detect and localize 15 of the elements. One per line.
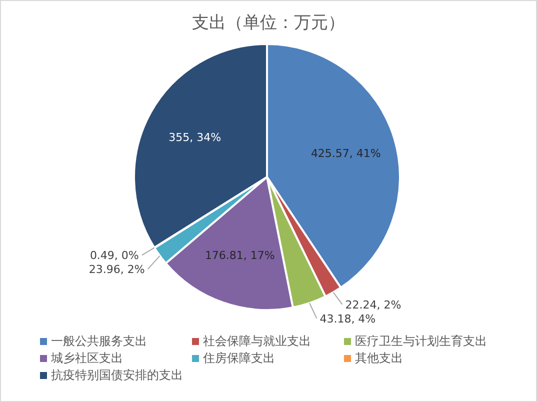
legend-label: 住房保障支出 (202, 351, 275, 365)
data-label: 23.96, 2% (88, 263, 145, 276)
data-label: 43.18, 4% (320, 312, 376, 326)
data-label: 0.49, 0% (90, 249, 139, 262)
legend-label: 一般公共服务支出 (51, 334, 147, 348)
legend-label: 医疗卫生与计划生育支出 (355, 334, 487, 348)
data-label: 355, 34% (168, 131, 222, 144)
legend-label: 社会保障与就业支出 (203, 334, 311, 348)
legend-label: 抗疫特别国债安排的支出 (51, 368, 183, 382)
data-label: 22.24, 2% (345, 298, 402, 312)
chart-title: 支出（单位：万元） (192, 13, 345, 33)
data-label: 176.81, 17% (204, 248, 275, 262)
data-label: 425.57, 41% (310, 147, 381, 160)
legend-label: 其他支出 (355, 351, 403, 365)
legend-label: 城乡社区支出 (50, 351, 123, 365)
